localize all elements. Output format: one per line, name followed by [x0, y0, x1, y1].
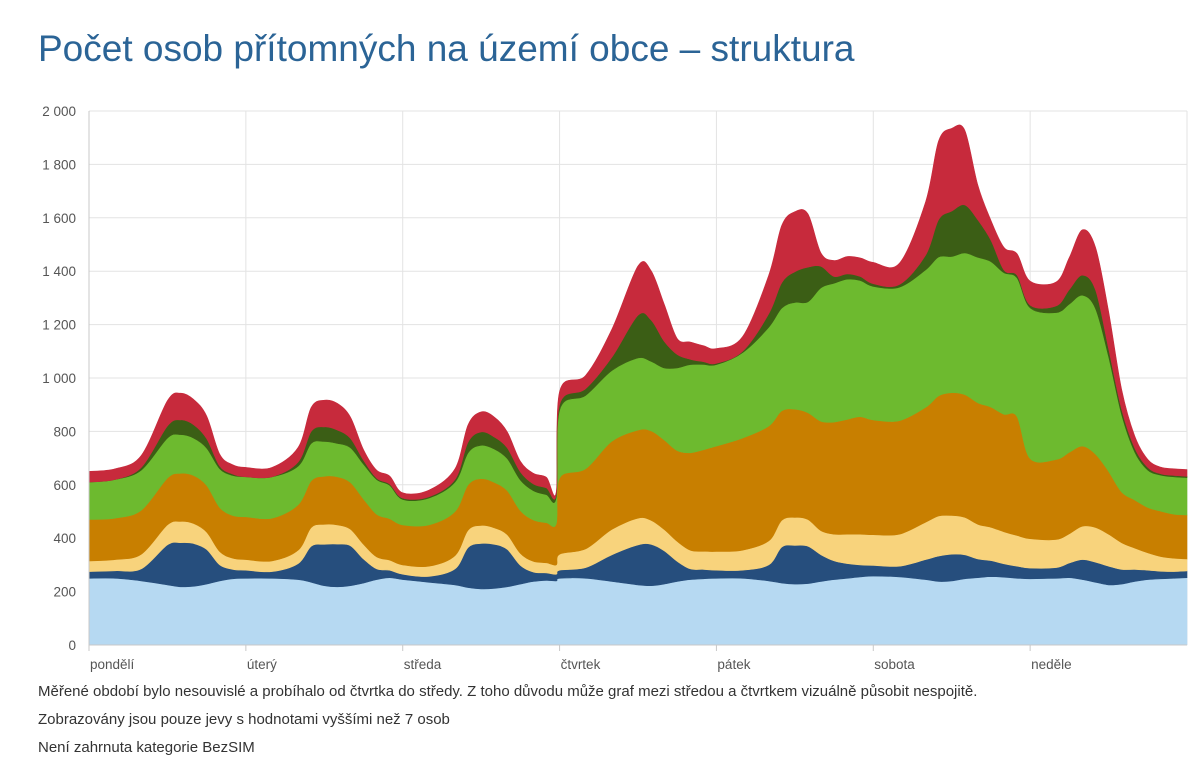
y-tick-label: 1 600 — [42, 211, 76, 226]
note-measurement-period: Měřené období bylo nesouvislé a probíhal… — [38, 683, 978, 700]
x-tick-label: neděle — [1031, 657, 1072, 672]
y-tick-label: 1 200 — [42, 318, 76, 333]
note-threshold: Zobrazovány jsou pouze jevy s hodnotami … — [38, 711, 450, 728]
x-tick-label: pátek — [717, 657, 750, 672]
x-tick-label: pondělí — [90, 657, 135, 672]
y-tick-label: 1 000 — [42, 371, 76, 386]
y-tick-label: 800 — [53, 424, 76, 439]
x-tick-label: středa — [404, 657, 442, 672]
stacked-area-chart: 0 200 400 600 800 1 000 1 200 1 400 1 600 1 800 2 … — [42, 104, 1188, 672]
area-series — [88, 124, 1188, 646]
x-tick-label: úterý — [247, 657, 277, 672]
y-tick-label: 1 400 — [42, 264, 76, 279]
area-series-1[interactable] — [88, 575, 1188, 646]
y-axis-tick-labels: 0 200 400 600 800 1 000 1 200 1 400 1 600 1 800 2 … — [42, 104, 76, 653]
y-tick-label: 0 — [68, 638, 76, 653]
note-excluded-category: Není zahrnuta kategorie BezSIM — [38, 739, 255, 756]
area-series-7[interactable] — [88, 124, 1188, 500]
chart-title: Počet osob přítomných na území obce – st… — [38, 28, 855, 69]
y-tick-label: 600 — [53, 478, 76, 493]
x-tick-label: čtvrtek — [561, 657, 601, 672]
chart-notes: Měřené období bylo nesouvislé a probíhal… — [38, 681, 977, 765]
x-tick-label: sobota — [874, 657, 915, 672]
y-tick-label: 200 — [53, 585, 76, 600]
y-tick-label: 2 000 — [42, 104, 76, 119]
y-tick-label: 400 — [53, 531, 76, 546]
axes — [88, 111, 1187, 651]
x-axis-tick-labels: pondělí úterý středa čtvrtek pátek sobota nedě… — [90, 657, 1072, 672]
y-tick-label: 1 800 — [42, 157, 76, 172]
